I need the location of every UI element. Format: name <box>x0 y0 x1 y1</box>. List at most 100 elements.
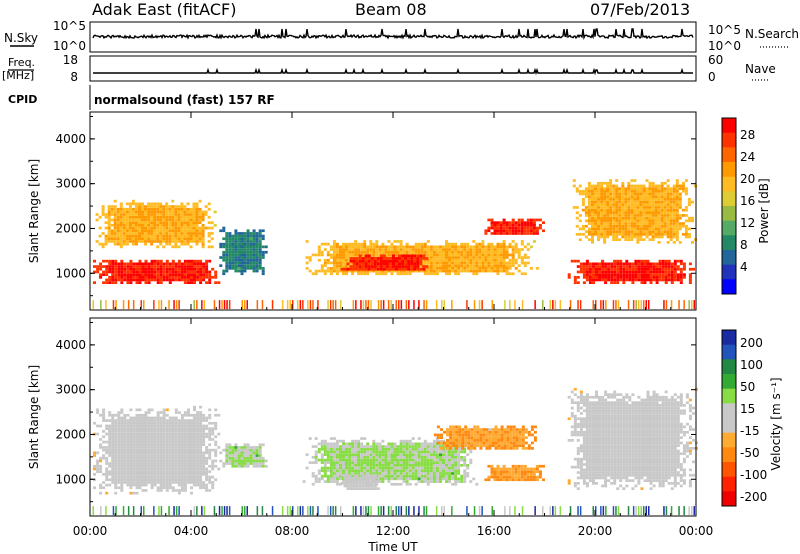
velocity-cell <box>177 438 181 441</box>
power-cell <box>490 250 494 254</box>
power-cell <box>616 278 620 282</box>
power-cell <box>401 259 405 263</box>
power-cell <box>514 221 518 224</box>
power-cell <box>628 267 632 271</box>
power-cell <box>520 221 524 224</box>
velocity-cell <box>348 450 352 454</box>
velocity-cell <box>332 458 336 462</box>
velocity-cell <box>117 424 121 428</box>
power-cell <box>174 213 178 216</box>
power-cell <box>171 270 175 274</box>
velocity-cell <box>174 478 178 482</box>
power-cell <box>609 200 613 204</box>
power-cell <box>213 210 217 214</box>
power-cell <box>223 300 226 310</box>
velocity-cell <box>105 470 109 473</box>
power-cell <box>111 267 115 271</box>
power-cell <box>675 211 679 215</box>
power-cell <box>478 248 482 251</box>
power-cell <box>591 195 594 198</box>
power-cell <box>469 250 473 254</box>
power-cell <box>126 276 130 279</box>
power-cell <box>165 265 169 268</box>
power-cell <box>156 232 160 235</box>
power-cell <box>652 270 656 274</box>
velocity-cell <box>183 424 187 428</box>
power-cell <box>183 215 187 219</box>
power-cell <box>654 219 658 223</box>
power-cell <box>642 224 646 228</box>
power-cell <box>684 219 688 223</box>
velocity-cell <box>153 435 157 439</box>
velocity-cell <box>202 416 206 420</box>
velocity-cell <box>171 443 175 447</box>
power-cell <box>171 229 175 233</box>
velocity-cell <box>117 438 121 441</box>
power-cell <box>255 267 259 270</box>
velocity-cell <box>165 464 169 468</box>
velocity-cell <box>372 447 376 451</box>
velocity-cell <box>114 475 118 479</box>
velocity-cell <box>234 462 238 465</box>
velocity-cell <box>332 447 336 451</box>
velocity-cell <box>177 443 181 447</box>
power-cell <box>162 218 166 222</box>
velocity-cell <box>435 477 439 481</box>
power-cell <box>180 218 184 222</box>
power-cell <box>439 258 442 262</box>
velocity-cell <box>414 456 418 459</box>
power-cell <box>664 262 668 266</box>
power-cell <box>613 281 617 284</box>
velocity-cell <box>399 469 403 473</box>
velocity-cell <box>205 486 209 490</box>
beam-title: Beam 08 <box>355 0 427 19</box>
power-cell <box>630 206 634 209</box>
power-cell <box>642 192 646 196</box>
velocity-cell <box>108 432 112 436</box>
power-cell <box>329 269 333 273</box>
velocity-cell <box>228 454 232 457</box>
power-cell <box>648 181 652 185</box>
velocity-cell <box>156 432 160 436</box>
power-cell <box>549 300 551 310</box>
velocity-cell <box>402 450 406 454</box>
velocity-cell <box>240 459 244 463</box>
velocity-cell <box>156 419 160 422</box>
power-cell <box>255 248 259 251</box>
power-cell <box>198 199 202 203</box>
power-cell <box>246 250 250 254</box>
power-cell <box>201 234 205 238</box>
velocity-cell <box>366 472 370 475</box>
velocity-cell <box>402 466 406 470</box>
power-cell <box>609 216 613 220</box>
power-cell <box>317 253 321 257</box>
power-cell <box>174 242 178 246</box>
velocity-cell <box>320 477 324 481</box>
power-cell <box>196 259 200 263</box>
power-cell <box>432 256 436 259</box>
velocity-cell <box>423 442 427 446</box>
velocity-cell <box>211 438 215 441</box>
velocity-cell <box>384 472 388 475</box>
power-cell <box>666 195 670 198</box>
power-cell <box>598 262 601 266</box>
velocity-cell <box>354 456 358 459</box>
power-cell <box>429 256 433 259</box>
power-cell <box>202 262 206 266</box>
velocity-cell <box>351 472 355 475</box>
velocity-cell <box>144 470 148 473</box>
velocity-cell <box>335 453 339 456</box>
velocity-cell <box>187 470 190 473</box>
velocity-cell <box>174 419 178 422</box>
velocity-cell <box>390 447 394 451</box>
velocity-cell <box>342 453 345 456</box>
velocity-cell <box>326 469 330 473</box>
power-cell <box>144 281 148 284</box>
power-cell <box>633 235 637 239</box>
power-cell <box>439 264 442 267</box>
power-cell <box>150 267 154 271</box>
nsky-trace <box>92 28 694 41</box>
power-cell <box>615 235 619 239</box>
velocity-cell <box>193 464 196 468</box>
velocity-cell <box>205 470 209 473</box>
